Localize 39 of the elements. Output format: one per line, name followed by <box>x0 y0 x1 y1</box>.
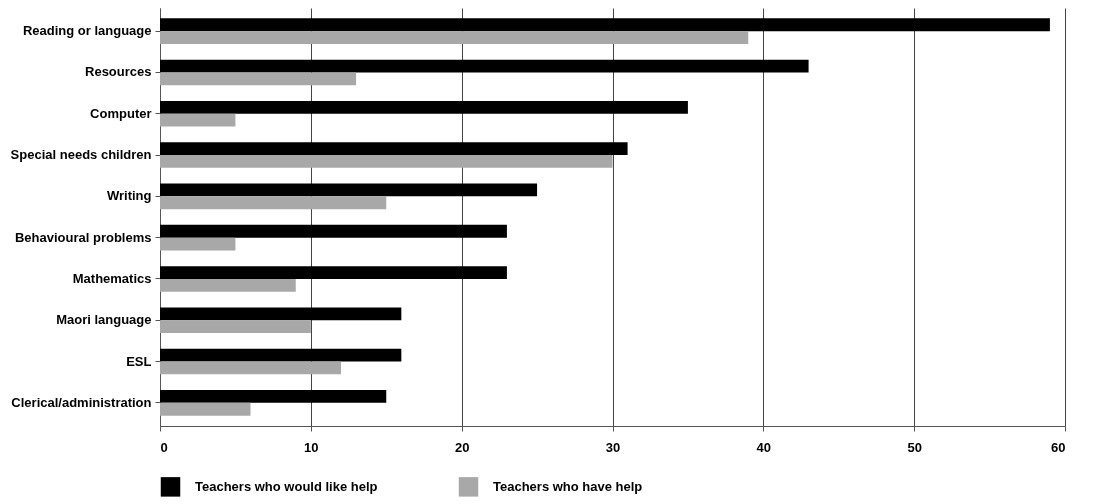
x-tick-label: 10 <box>304 439 319 455</box>
y-tick-label: Computer <box>90 105 152 121</box>
y-tick-label: ESL <box>126 353 152 369</box>
x-tick-label: 20 <box>454 439 470 455</box>
y-tick-label: Mathematics <box>72 270 152 286</box>
bar <box>160 320 311 334</box>
bar <box>160 59 809 73</box>
y-tick-label: Maori language <box>56 312 152 328</box>
bar <box>160 402 251 416</box>
y-tick-label: Clerical/administration <box>11 394 152 410</box>
y-tick-label: Special needs children <box>10 147 152 163</box>
bar <box>160 390 387 403</box>
bar <box>160 31 749 44</box>
x-tick-label: 50 <box>907 439 922 455</box>
legend-label: Teachers who have help <box>493 478 643 494</box>
bar <box>160 142 628 156</box>
y-tick-label: Writing <box>106 188 152 204</box>
bar <box>160 224 507 238</box>
bar <box>160 196 387 210</box>
x-tick-label: 60 <box>1051 439 1066 455</box>
bar <box>160 361 341 375</box>
bar <box>160 155 613 168</box>
bar <box>160 113 236 127</box>
y-tick-label: Behavioural problems <box>14 229 152 245</box>
bar <box>160 72 357 86</box>
bar <box>160 278 296 292</box>
x-tick-label: 30 <box>605 439 621 455</box>
bar <box>160 307 402 321</box>
bar <box>160 237 236 251</box>
bar <box>160 348 402 362</box>
x-tick-label: 0 <box>160 439 168 455</box>
legend-label: Teachers who would like help <box>195 478 378 494</box>
x-tick-label: 40 <box>756 439 772 455</box>
bar <box>160 183 538 197</box>
bar <box>160 266 507 279</box>
bar <box>160 100 688 114</box>
y-tick-label: Resources <box>85 64 152 80</box>
y-tick-label: Reading or language <box>22 23 152 39</box>
bar <box>160 18 1050 32</box>
